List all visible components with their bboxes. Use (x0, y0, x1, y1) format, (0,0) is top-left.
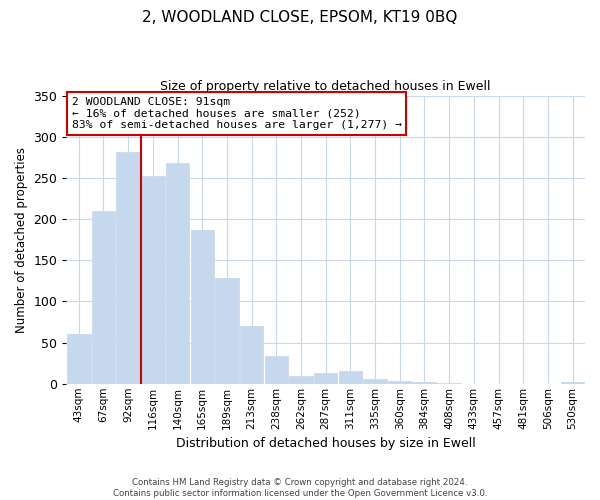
Text: Contains HM Land Registry data © Crown copyright and database right 2024.
Contai: Contains HM Land Registry data © Crown c… (113, 478, 487, 498)
Title: Size of property relative to detached houses in Ewell: Size of property relative to detached ho… (160, 80, 491, 93)
Text: 2, WOODLAND CLOSE, EPSOM, KT19 0BQ: 2, WOODLAND CLOSE, EPSOM, KT19 0BQ (142, 10, 458, 25)
Bar (388, 382, 412, 384)
Bar (338, 372, 362, 384)
Bar (215, 278, 239, 384)
Bar (141, 176, 164, 384)
Bar (364, 379, 387, 384)
Bar (191, 230, 214, 384)
Bar (561, 382, 584, 384)
X-axis label: Distribution of detached houses by size in Ewell: Distribution of detached houses by size … (176, 437, 476, 450)
Bar (92, 211, 115, 384)
Bar (314, 373, 337, 384)
Bar (437, 383, 461, 384)
Bar (67, 334, 91, 384)
Bar (413, 382, 436, 384)
Y-axis label: Number of detached properties: Number of detached properties (15, 146, 28, 332)
Bar (240, 326, 263, 384)
Bar (166, 163, 190, 384)
Bar (289, 376, 313, 384)
Bar (265, 356, 288, 384)
Bar (116, 152, 140, 384)
Text: 2 WOODLAND CLOSE: 91sqm
← 16% of detached houses are smaller (252)
83% of semi-d: 2 WOODLAND CLOSE: 91sqm ← 16% of detache… (71, 97, 401, 130)
